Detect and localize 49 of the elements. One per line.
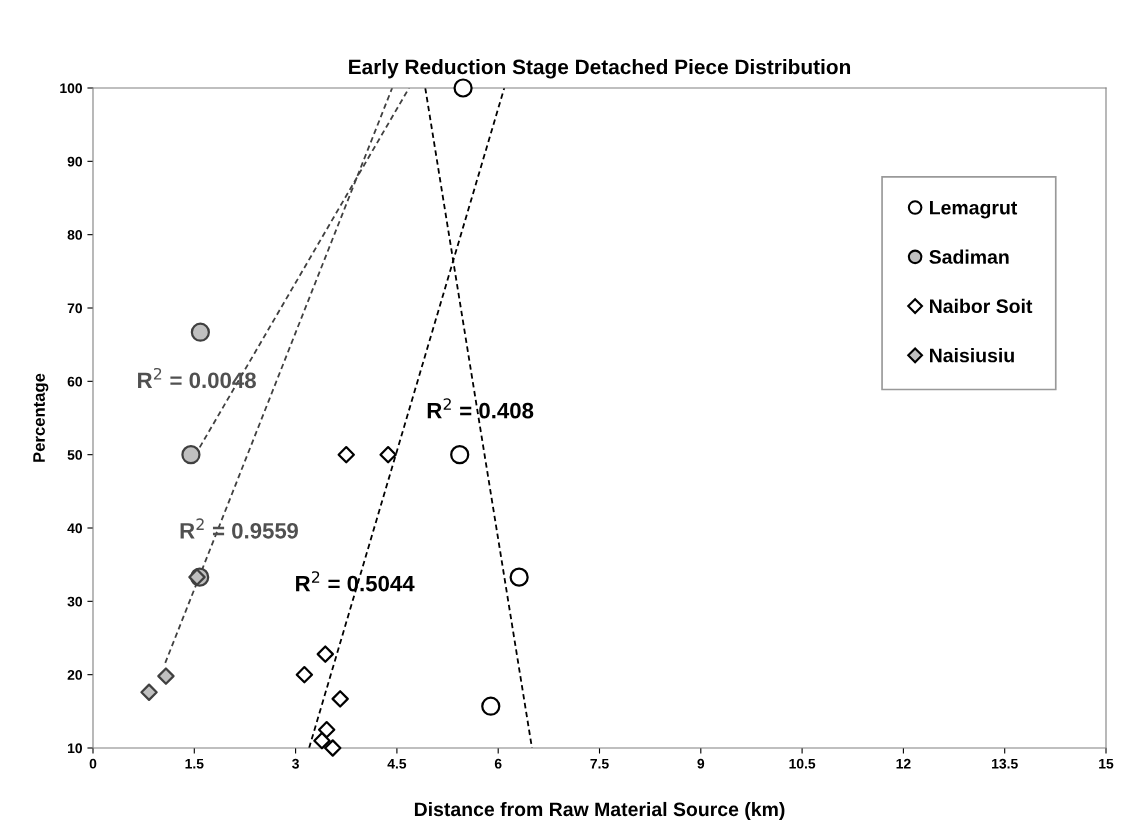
point xyxy=(453,78,473,98)
legend-label: Naibor Soit xyxy=(930,298,1033,314)
x-tick-label: 10.5 xyxy=(789,758,816,769)
legend-label: Lemagrut xyxy=(930,200,1018,219)
y-tick-label: 50 xyxy=(67,450,83,460)
x-tick-label: 4.5 xyxy=(387,758,407,769)
x-axis-title: Distance from Raw Material Source (km) xyxy=(414,801,785,821)
point xyxy=(190,322,210,342)
x-tick-label: 0 xyxy=(89,758,97,769)
x-tick-label: 1.5 xyxy=(185,758,204,769)
x-tick-label: 7.5 xyxy=(590,758,609,769)
point xyxy=(481,696,501,716)
point xyxy=(317,720,336,739)
annotation: R$^{2}$ = 0.408 xyxy=(427,398,534,419)
point xyxy=(324,739,342,757)
point xyxy=(157,667,175,685)
point xyxy=(316,645,335,663)
y-tick-label: 90 xyxy=(67,156,83,167)
x-tick-label: 9 xyxy=(697,758,705,769)
point xyxy=(509,567,529,587)
chart-title: Early Reduction Stage Detached Piece Distribution xyxy=(349,59,851,79)
point xyxy=(331,690,349,708)
y-tick-label: 100 xyxy=(60,83,83,94)
annotation: R$^{2}$ = 0.0048 xyxy=(138,367,256,389)
y-tick-label: 60 xyxy=(67,376,83,387)
point xyxy=(140,683,158,701)
point xyxy=(181,445,201,465)
point xyxy=(295,665,314,684)
y-tick-label: 80 xyxy=(67,230,83,240)
y-tick-label: 30 xyxy=(67,596,83,607)
annotation: R$^{2}$ = 0.5044 xyxy=(296,571,415,592)
x-tick-label: 3 xyxy=(292,758,299,769)
y-tick-label: 70 xyxy=(67,303,83,314)
point xyxy=(337,445,355,464)
x-tick-label: 13.5 xyxy=(992,758,1018,769)
x-tick-label: 6 xyxy=(494,758,502,769)
y-axis-title: Percentage xyxy=(33,373,49,462)
y-tick-label: 20 xyxy=(67,670,83,680)
point xyxy=(313,731,331,750)
annotation: R$^{2}$ = 0.9559 xyxy=(180,518,298,539)
x-tick-label: 15 xyxy=(1099,758,1114,769)
y-tick-label: 10 xyxy=(68,743,83,754)
y-tick-label: 40 xyxy=(67,523,83,534)
point xyxy=(188,568,206,586)
legend-label: Sadiman xyxy=(929,249,1009,264)
point xyxy=(450,445,470,465)
point xyxy=(379,445,397,464)
legend-label: Naisiusiu xyxy=(930,348,1014,363)
x-tick-label: 12 xyxy=(896,758,911,769)
